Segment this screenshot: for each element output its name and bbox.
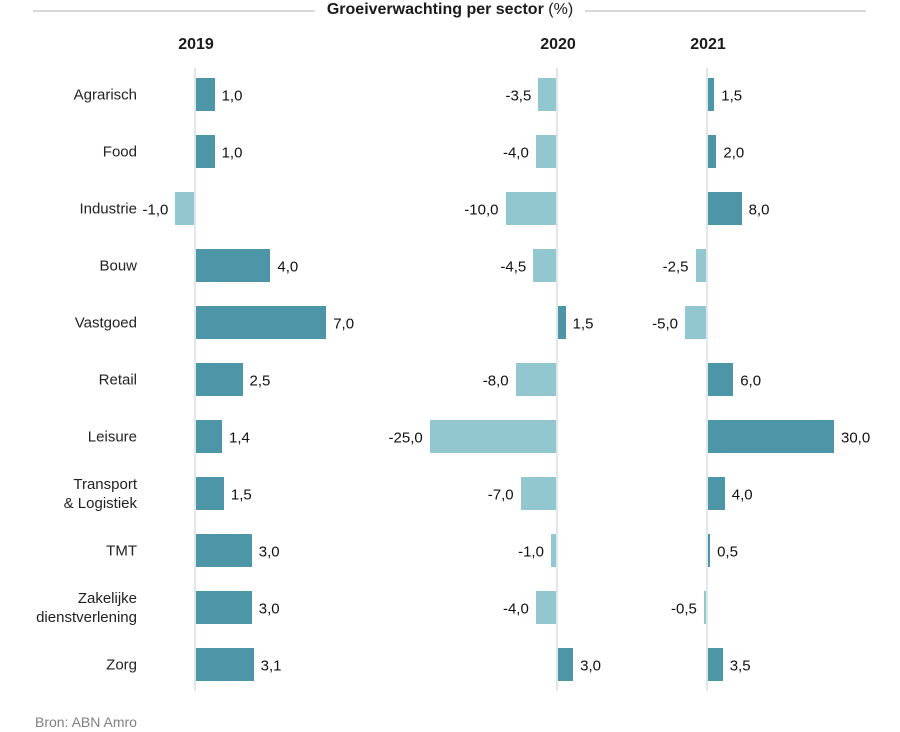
- sector-label: Agrarisch: [73, 86, 137, 103]
- bar-2020: [429, 420, 556, 453]
- bar-2021: [708, 78, 715, 111]
- value-label-2020: -7,0: [487, 486, 514, 503]
- sector-label: Transport & Logistiek: [63, 475, 137, 512]
- bar-2020: [558, 648, 574, 681]
- value-label-2020: -4,5: [500, 258, 527, 275]
- bar-2020: [535, 135, 556, 168]
- value-label-2019: 1,0: [221, 87, 243, 104]
- bar-2021: [708, 420, 834, 453]
- value-label-2021: -5,0: [652, 315, 678, 332]
- value-label-2019: 4,0: [277, 258, 299, 275]
- year-header-2021: 2021: [690, 36, 726, 53]
- bar-2020: [538, 78, 556, 111]
- chart-title-text: Groeiverwachting per sector (%): [314, 1, 586, 19]
- bar-2019: [196, 591, 252, 624]
- bar-2019: [196, 78, 215, 111]
- bar-2019: [196, 477, 224, 510]
- bar-2020: [533, 249, 556, 282]
- bar-2019: [196, 420, 223, 453]
- value-label-2021: 4,0: [731, 486, 753, 503]
- value-label-2019: 1,5: [230, 486, 252, 503]
- bar-2020: [550, 534, 556, 567]
- value-label-2020: -25,0: [388, 429, 423, 446]
- sector-label: Zorg: [106, 656, 137, 673]
- value-label-2021: 0,5: [717, 543, 738, 560]
- value-label-2021: 6,0: [740, 372, 762, 389]
- value-label-2019: 2,5: [249, 372, 271, 389]
- value-label-2021: 2,0: [723, 144, 745, 161]
- bar-2020: [535, 591, 556, 624]
- bar-2021: [708, 477, 725, 510]
- bar-2020: [515, 363, 556, 396]
- sector-label: TMT: [106, 542, 137, 559]
- bar-2020: [520, 477, 556, 510]
- value-label-2019: 1,4: [229, 429, 250, 446]
- bar-2021: [708, 534, 711, 567]
- sector-label: Retail: [98, 371, 137, 388]
- value-label-2020: -10,0: [464, 201, 499, 218]
- bar-2020: [505, 192, 556, 225]
- sector-label: Vastgoed: [74, 314, 137, 331]
- value-label-2019: 3,1: [260, 657, 282, 674]
- bar-2019: [175, 192, 194, 225]
- bar-2019: [196, 249, 271, 282]
- bar-2021: [708, 363, 734, 396]
- value-label-2020: -4,0: [502, 144, 529, 161]
- zero-axis-2020: [556, 68, 558, 691]
- zero-axis-2021: [706, 68, 708, 691]
- bar-2021: [685, 306, 706, 339]
- sector-label: Food: [102, 143, 137, 160]
- value-label-2019: 1,0: [221, 144, 243, 161]
- bar-2021: [708, 648, 723, 681]
- chart-title: Groeiverwachting per sector (%): [0, 1, 900, 19]
- value-label-2021: -0,5: [671, 600, 697, 617]
- sector-label: Bouw: [99, 257, 137, 274]
- source-note: Bron: ABN Amro: [35, 714, 137, 730]
- bar-2019: [196, 534, 252, 567]
- value-label-2020: -3,5: [505, 87, 532, 104]
- bar-2019: [196, 135, 215, 168]
- value-label-2019: 3,0: [258, 543, 280, 560]
- value-label-2020: -8,0: [482, 372, 509, 389]
- year-header-2019: 2019: [178, 36, 214, 53]
- value-label-2019: 7,0: [333, 315, 355, 332]
- value-label-2020: 1,5: [572, 315, 594, 332]
- bar-2020: [558, 306, 566, 339]
- bar-2021: [695, 249, 706, 282]
- bar-2021: [708, 192, 742, 225]
- value-label-2019: 3,0: [258, 600, 280, 617]
- bar-2021: [708, 135, 717, 168]
- sector-label: Leisure: [87, 428, 137, 445]
- zero-axis-2019: [194, 68, 196, 691]
- value-label-2020: 3,0: [580, 657, 601, 674]
- bar-2019: [196, 363, 243, 396]
- value-label-2020: -1,0: [518, 543, 544, 560]
- bar-2019: [196, 306, 327, 339]
- value-label-2019: -1,0: [142, 201, 169, 218]
- sector-label: Industrie: [79, 200, 137, 217]
- value-label-2020: -4,0: [502, 600, 529, 617]
- value-label-2021: 30,0: [841, 429, 871, 446]
- value-label-2021: 3,5: [729, 657, 751, 674]
- bar-2019: [196, 648, 254, 681]
- year-header-2020: 2020: [540, 36, 576, 53]
- value-label-2021: -2,5: [662, 258, 689, 275]
- bar-2021: [703, 591, 706, 624]
- value-label-2021: 1,5: [721, 87, 743, 104]
- value-label-2021: 8,0: [748, 201, 770, 218]
- sector-label: Zakelijke dienstverlening: [36, 589, 137, 626]
